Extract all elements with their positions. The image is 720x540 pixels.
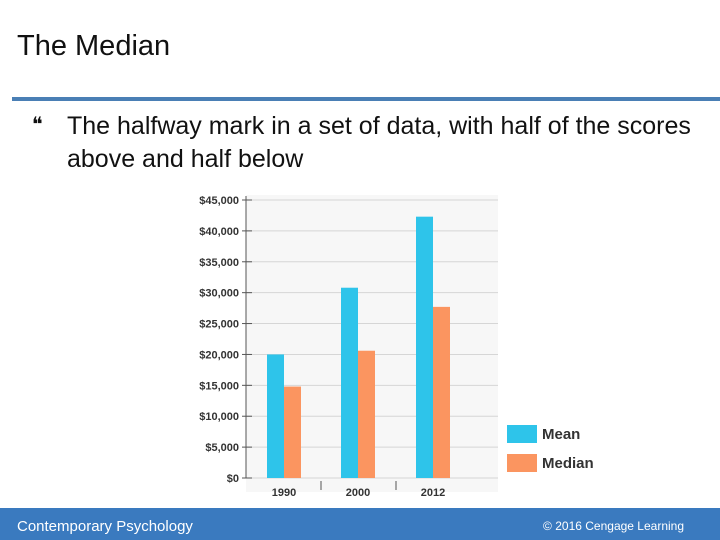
bar-chart: $0 $5,000 $10,000 $15,000 $20,000 $25,000 $30,… [199,195,594,499]
y-tick-label: $10,000 [199,411,239,423]
y-tick-label: $15,000 [199,380,239,392]
chart-legend: Mean Median [507,425,594,472]
legend-swatch-mean [507,425,537,443]
x-tick-label: 1990 [272,487,296,499]
y-tick-label: $5,000 [205,442,239,454]
bar-mean-2000 [341,287,358,478]
y-tick-label: $45,000 [199,195,239,207]
title-divider [12,97,720,101]
y-tick-label: $0 [227,473,239,485]
slide-title: The Median [17,30,171,62]
bar-median-2012 [433,306,450,478]
bullet-text: The halfway mark in a set of data, with … [67,112,691,173]
bar-median-1990 [284,386,301,478]
bar-median-2000 [358,350,375,478]
bar-mean-2012 [416,216,433,478]
bullet-arrow-icon: ❝ [32,114,43,136]
legend-label-median: Median [542,455,594,472]
footer-bar [0,508,720,540]
footer-course-title: Contemporary Psychology [17,518,193,535]
y-axis-ticks: $0 $5,000 $10,000 $15,000 $20,000 $25,000 $30,… [199,195,252,485]
y-tick-label: $40,000 [199,226,239,238]
y-tick-label: $35,000 [199,257,239,269]
x-tick-label: 2012 [421,487,445,499]
legend-label-mean: Mean [542,426,580,443]
chart-bars [267,216,450,478]
bar-mean-1990 [267,354,284,478]
y-tick-label: $20,000 [199,349,239,361]
x-tick-label: 2000 [346,487,370,499]
x-axis-labels: 1990 2000 2012 [272,481,445,499]
y-tick-label: $30,000 [199,288,239,300]
legend-swatch-median [507,454,537,472]
y-tick-label: $25,000 [199,319,239,331]
footer-copyright: © 2016 Cengage Learning [543,519,684,533]
